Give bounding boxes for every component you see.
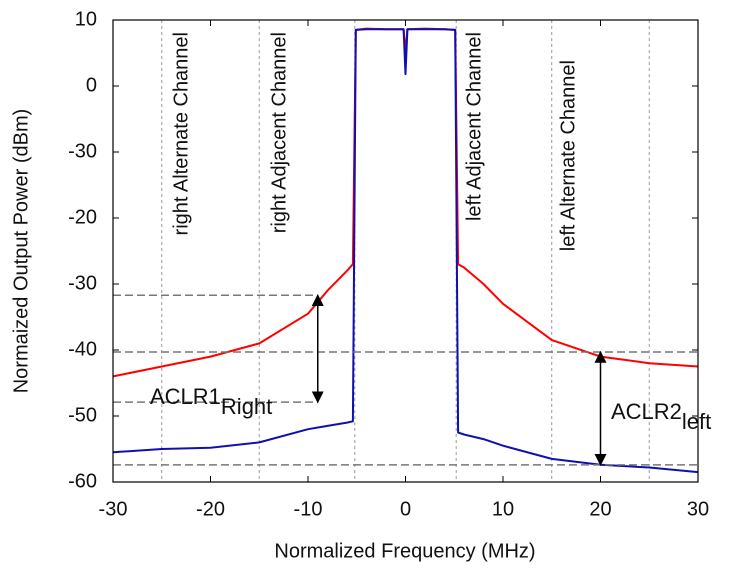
x-tick-label: 30: [687, 498, 709, 520]
channel-label: left Adjacent Channel: [463, 32, 485, 221]
y-tick-label: -20: [68, 206, 97, 228]
annotation: ACLR1Right: [150, 384, 272, 419]
channel-label: right Adjacent Channel: [268, 32, 290, 233]
y-tick-label: 0: [86, 74, 97, 96]
annotation-text: ACLR1: [150, 384, 221, 409]
x-tick-label: 0: [400, 498, 411, 520]
y-axis-title: Normaized Output Power (dBm): [10, 109, 32, 394]
y-tick-label: -30: [68, 272, 97, 294]
y-tick-label: -40: [68, 338, 97, 360]
x-tick-label: 20: [589, 498, 611, 520]
series-line: [112, 28, 699, 474]
x-axis-title: Normalized Frequency (MHz): [274, 540, 535, 562]
y-tick-label: 10: [75, 8, 97, 30]
y-tick-label: -30: [68, 140, 97, 162]
y-tick-label: -50: [68, 404, 97, 426]
x-tick-label: -10: [294, 498, 323, 520]
x-tick-label: 10: [492, 498, 514, 520]
annotation-subscript: Right: [221, 394, 272, 419]
x-tick-label: -20: [196, 498, 225, 520]
y-tick-label: -60: [68, 470, 97, 492]
annotation-subscript: left: [682, 409, 711, 434]
x-tick-label: -30: [99, 498, 128, 520]
annotation-text: ACLR2: [611, 399, 682, 424]
series-line: [112, 27, 699, 378]
annotation: ACLR2left: [611, 399, 711, 434]
channel-label: left Alternate Channel: [557, 60, 579, 251]
channel-label: right Alternate Channel: [170, 32, 192, 235]
